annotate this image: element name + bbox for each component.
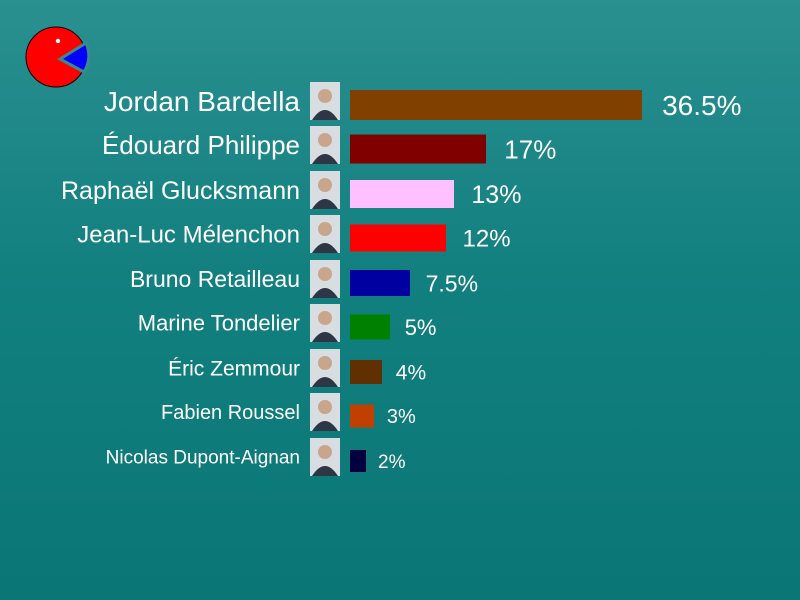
candidate-name-label: Raphaël Glucksmann [61,177,300,205]
chart-row: Édouard Philippe 17% [102,126,556,164]
candidate-name-label: Fabien Roussel [161,402,300,424]
chart-row: Marine Tondelier 5% [138,304,437,342]
candidate-name-label: Éric Zemmour [168,357,300,380]
bar [350,360,382,384]
candidate-photo [310,215,340,253]
value-label: 17% [504,134,556,164]
value-label: 5% [405,315,437,340]
candidate-photo [310,393,340,431]
candidate-photo [310,126,340,164]
chart-row: Jean-Luc Mélenchon 12% [77,215,511,253]
candidate-photo [310,304,340,342]
chart-row: Fabien Roussel 3% [161,393,416,431]
candidate-name-label: Jordan Bardella [104,86,301,117]
chart-row: Éric Zemmour 4% [168,349,426,387]
bar [350,90,642,120]
bar [350,224,446,252]
chart-row: Nicolas Dupont-Aignan 2% [106,438,406,476]
candidate-name-label: Bruno Retailleau [130,266,300,292]
candidate-name-label: Nicolas Dupont-Aignan [106,448,300,469]
value-label: 4% [396,362,426,385]
pie-logo-blue-slice [57,40,91,74]
candidate-photo [310,260,340,298]
pie-logo-eye [55,38,61,44]
candidate-photo [310,438,340,476]
value-label: 12% [463,226,511,253]
value-label: 36.5% [662,90,741,121]
value-label: 2% [378,452,406,473]
candidate-photo [310,349,340,387]
chart-row: Bruno Retailleau 7.5% [130,260,478,298]
value-label: 7.5% [426,270,478,296]
value-label: 13% [471,181,521,209]
bar [350,180,454,208]
bar [350,450,366,472]
candidate-name-label: Marine Tondelier [138,311,300,336]
chart-row: Jordan Bardella 36.5% [104,82,742,121]
candidate-photo [310,171,340,209]
bar [350,270,410,296]
bar [350,314,390,340]
bar [350,134,486,164]
value-label: 3% [387,406,416,428]
chart-row: Raphaël Glucksmann 13% [61,171,521,209]
candidate-name-label: Jean-Luc Mélenchon [77,221,300,248]
bar [350,404,374,428]
candidate-photo [310,82,340,120]
pie-pacman-icon [25,26,91,88]
candidate-name-label: Édouard Philippe [102,130,300,160]
